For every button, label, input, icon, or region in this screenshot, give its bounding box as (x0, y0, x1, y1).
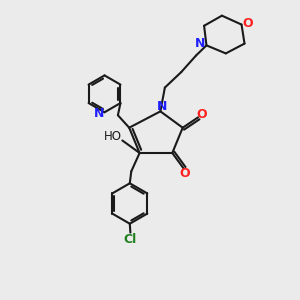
Text: O: O (180, 167, 190, 180)
Text: HO: HO (104, 130, 122, 143)
Text: Cl: Cl (124, 233, 137, 246)
Text: N: N (157, 100, 167, 112)
Text: O: O (242, 16, 253, 30)
Text: O: O (196, 108, 207, 121)
Text: N: N (195, 38, 205, 50)
Text: N: N (94, 107, 104, 120)
